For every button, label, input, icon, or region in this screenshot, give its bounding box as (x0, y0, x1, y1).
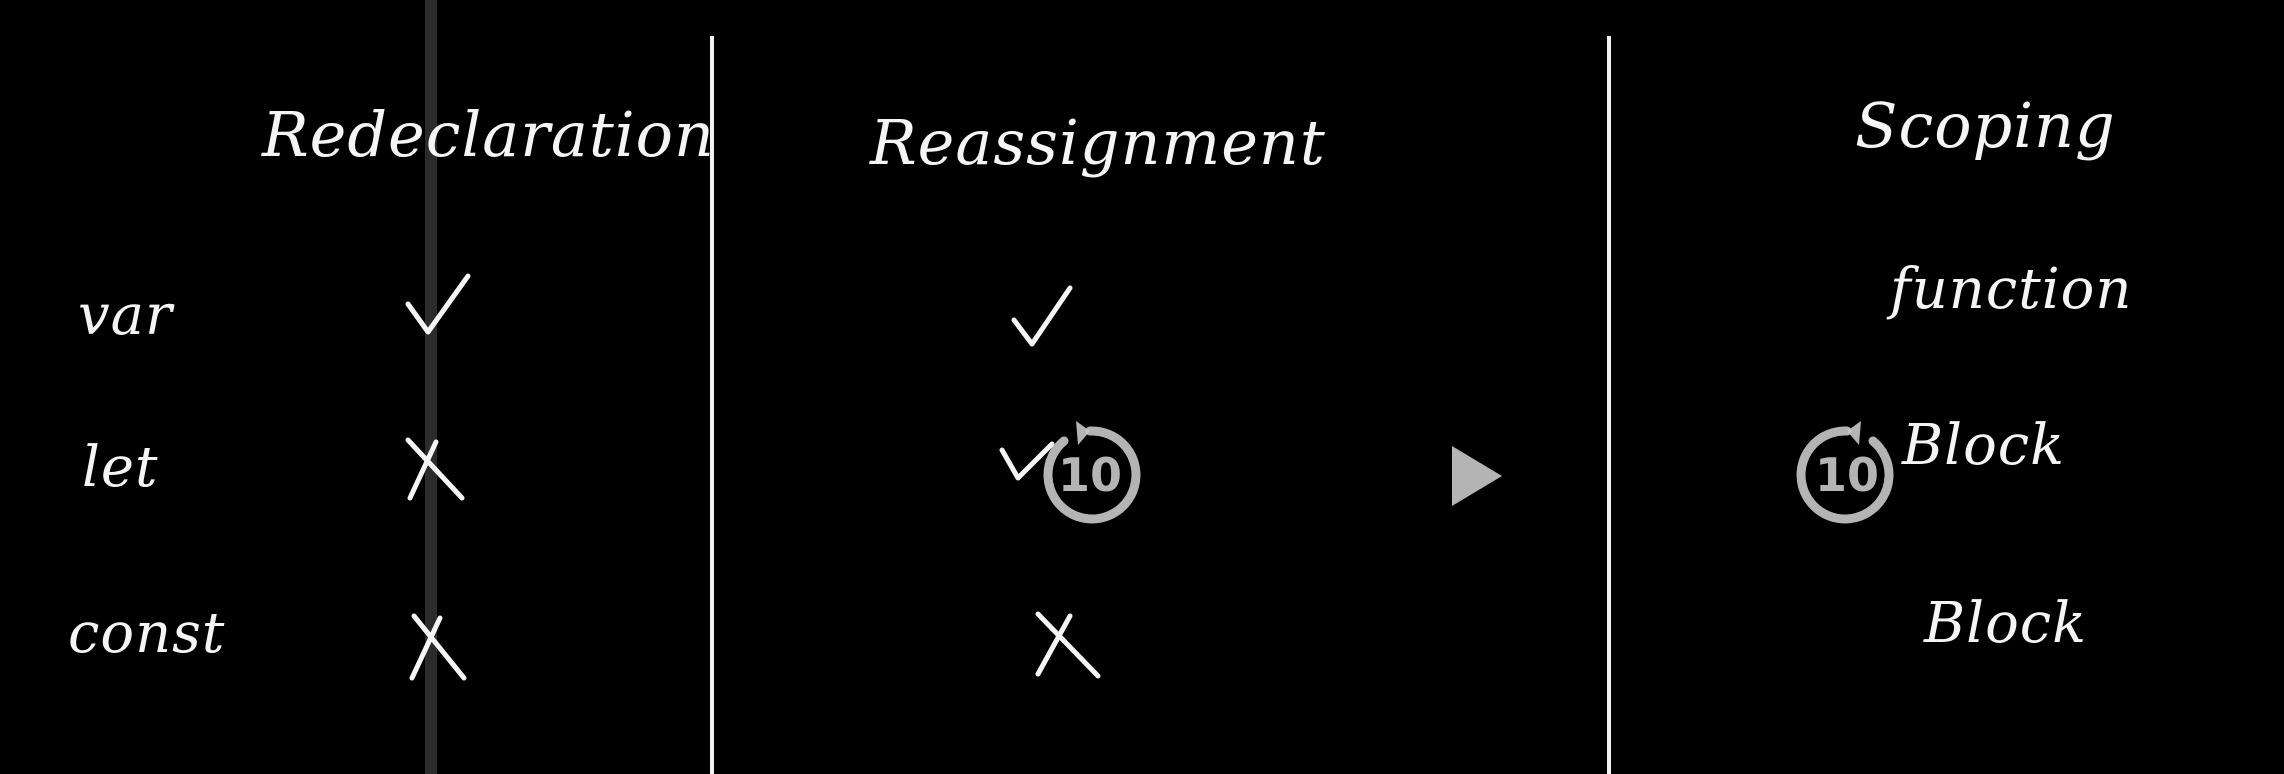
header-redeclaration: Redeclaration (262, 98, 715, 171)
playhead-line (425, 0, 437, 774)
rewind-10-button[interactable]: 10 (1040, 421, 1141, 525)
check-icon (1011, 285, 1073, 347)
cross-icon (405, 437, 465, 501)
row-label-const: const (68, 601, 226, 666)
play-icon (1452, 446, 1502, 506)
column-divider (710, 36, 714, 774)
header-reassignment: Reassignment (870, 106, 1326, 179)
header-scoping: Scoping (1855, 89, 2116, 162)
scoping-let: Block (1902, 413, 2066, 478)
check-icon (405, 273, 471, 335)
forward-10-button[interactable]: 10 (1796, 421, 1897, 525)
cross-icon (1035, 611, 1101, 679)
check-icon (999, 441, 1055, 481)
column-divider (1607, 36, 1611, 774)
row-label-let: let (82, 435, 159, 500)
row-label-var: var (78, 283, 173, 348)
play-button[interactable] (1450, 444, 1504, 508)
cross-icon (409, 613, 467, 681)
scoping-var: function (1890, 257, 2133, 322)
forward-10-icon (1796, 421, 1894, 524)
rewind-10-icon (1043, 421, 1141, 524)
scoping-const: Block (1924, 591, 2088, 656)
